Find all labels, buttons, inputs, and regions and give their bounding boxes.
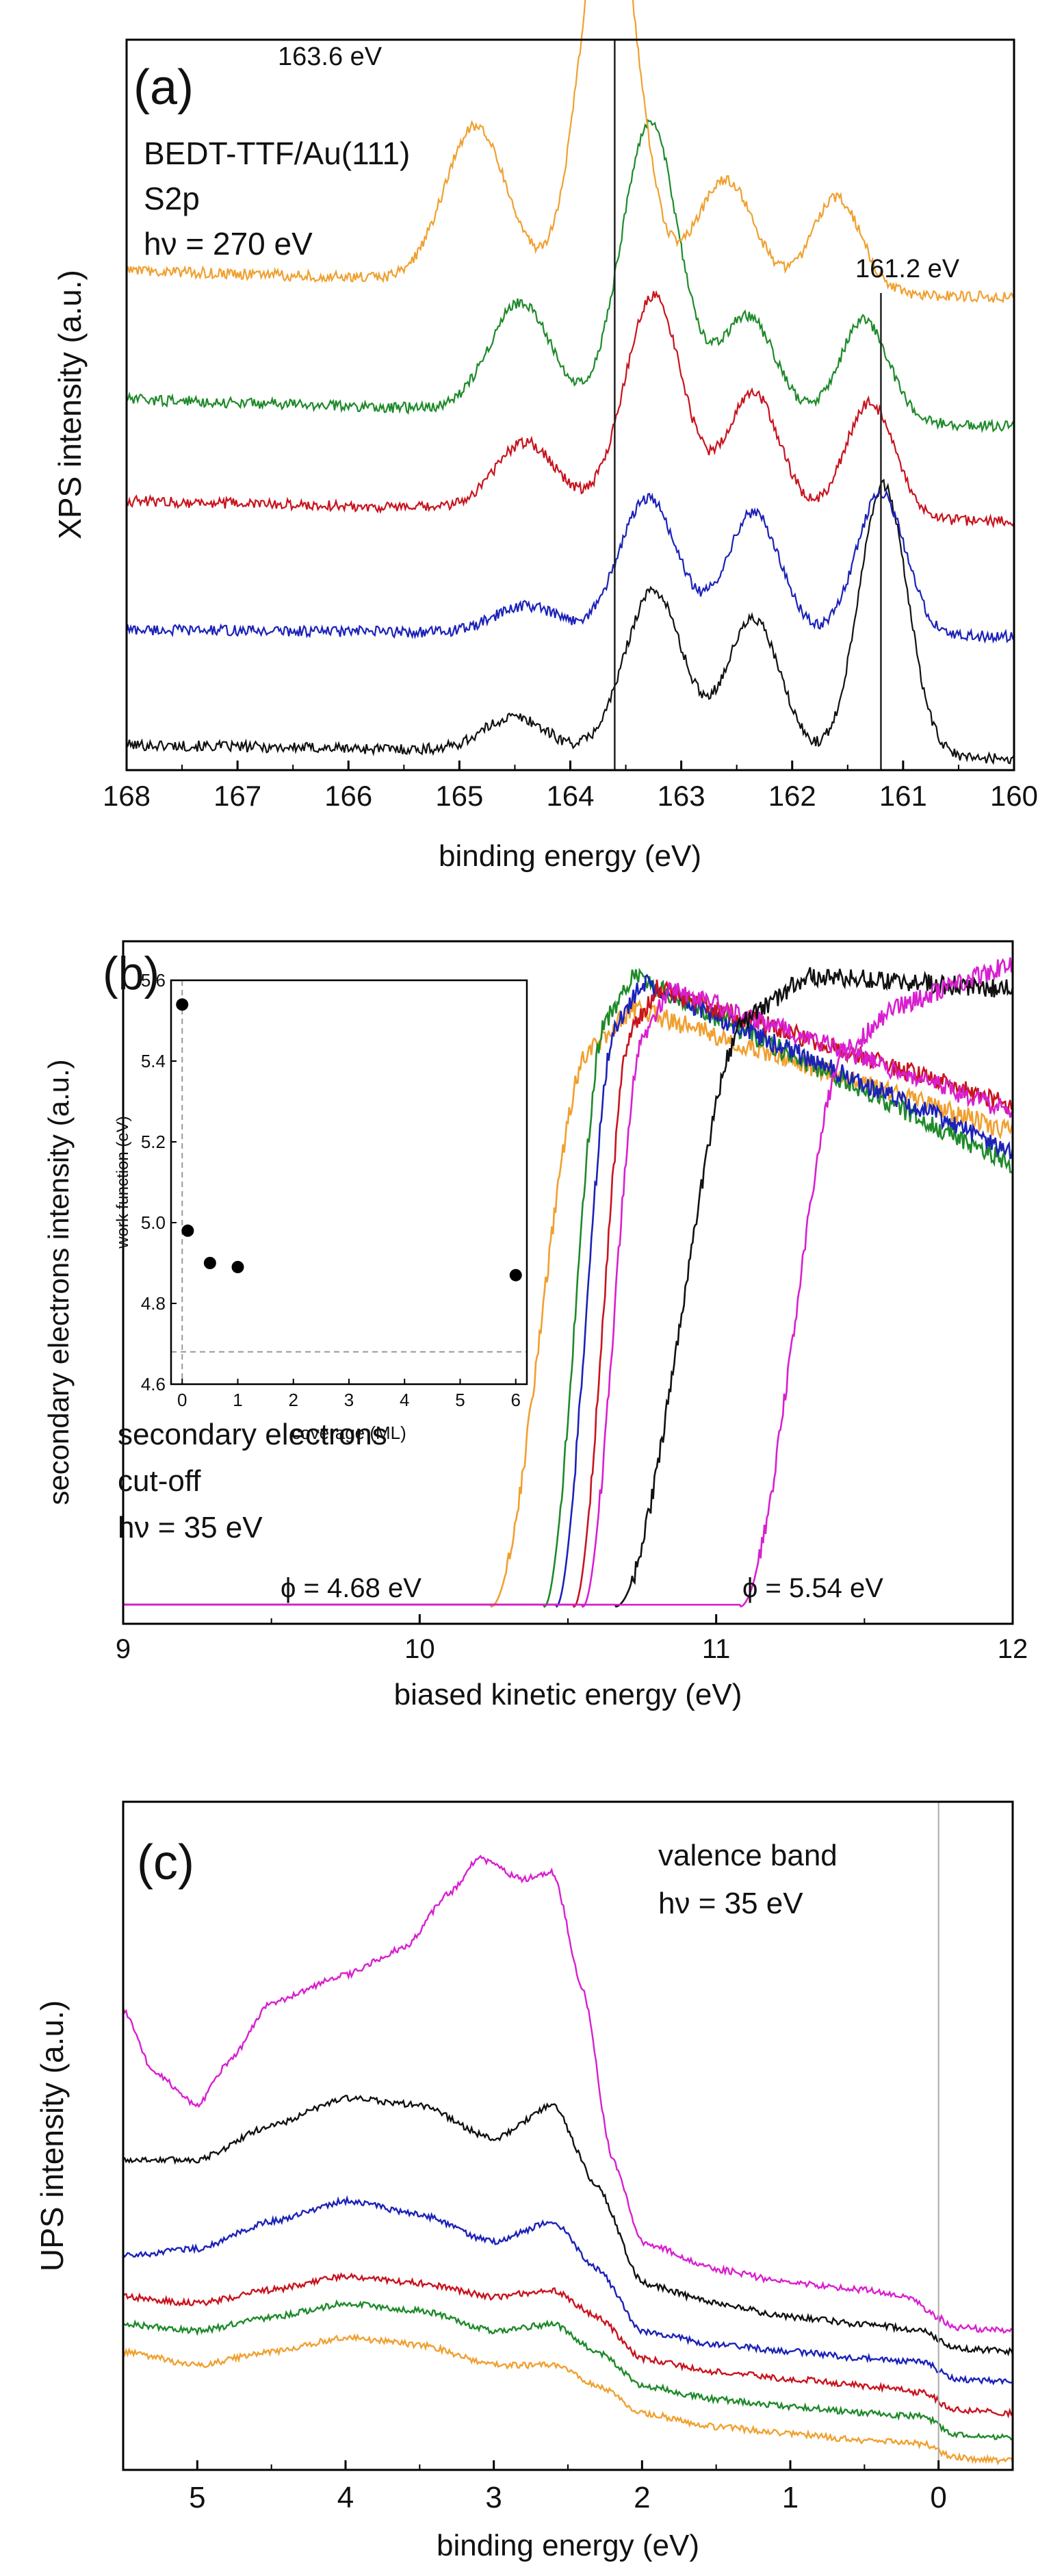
inset-y-axis-label: work function (eV) [114,1116,132,1249]
panel-a-annotation-photon-energy: hν = 270 eV [144,226,313,262]
inset-x-tick-label: 4 [400,1390,409,1410]
panel-b-annotation-title: secondary electrons [118,1418,387,1451]
panel-b-annotation-photon-energy: hν = 35 eV [118,1511,263,1544]
panel-a-x-axis-label: binding energy (eV) [439,839,701,873]
inset-y-tick-label: 5.2 [141,1132,166,1152]
inset-data-point [176,998,189,1011]
panel-a-tick-label: 162 [768,780,816,812]
panel-a-series-group [125,0,1015,765]
inset-x-tick-label: 1 [233,1390,242,1410]
inset-data-point [181,1224,194,1237]
panel-c-label: (c) [137,1835,194,1890]
panel-c-series-orange [122,2333,1014,2466]
inset-y-tick-label: 5.0 [141,1212,166,1233]
panel-a-tick-label: 161 [879,780,927,812]
panel-b-label: (b) [103,947,159,999]
panel-b-series-magenta-high [123,957,1014,1608]
panel-c-series-magenta [122,1854,1013,2334]
inset-x-tick-label: 3 [344,1390,354,1410]
panel-c-annotation-photon-energy: hν = 35 eV [658,1887,803,1920]
panel-a-y-axis-label: XPS intensity (a.u.) [52,270,88,539]
inset-y-tick-label: 4.6 [141,1374,166,1394]
panel-a-x-ticks: 168 167 166 165 164 163 162 161 160 [103,761,1038,812]
panel-a-tick-label: 167 [213,780,261,812]
panel-c-tick-label: 5 [189,2481,205,2514]
panel-a-series-black [126,479,1015,765]
inset-frame [170,979,528,1386]
inset-plot-content: 0 1 2 3 4 5 6 4.6 4.8 5.0 5.2 5.4 5.6 [141,970,527,1410]
panel-a-tick-label: 166 [324,780,372,812]
panel-b-x-axis-label: biased kinetic energy (eV) [394,1678,742,1711]
panel-a: 168 167 166 165 164 163 162 161 160 (a) BEDT-TTF… [52,0,1038,873]
inset-x-tick-label: 2 [289,1390,298,1410]
inset-y-tick-label: 4.8 [141,1293,166,1314]
panel-c-tick-label: 2 [634,2481,650,2514]
panel-a-series-orange [125,0,1015,303]
inset-data-point [509,1268,522,1281]
panel-c-x-axis-label: binding energy (eV) [437,2529,699,2562]
inset-data-point [203,1257,216,1269]
panel-c-tick-label: 3 [485,2481,502,2514]
panel-a-tick-label: 168 [103,780,151,812]
panel-a-vline-label-2: 161.2 eV [855,255,960,283]
panel-c-y-axis-label: UPS intensity (a.u.) [34,2000,70,2271]
panel-c-series-blue [122,2195,1013,2386]
panel-c-series-red [122,2272,1014,2419]
panel-b-inset: 0 1 2 3 4 5 64.64.85.05.25.45.6 coverage (ML) … [114,970,528,1443]
panel-c-tick-label: 4 [337,2481,354,2514]
panel-a-series-red [126,290,1015,529]
panel-b-phi-label-low: ϕ = 4.68 eV [281,1573,421,1603]
panel-c-tick-label: 0 [930,2481,946,2514]
panel-a-annotation-core-level: S2p [144,181,200,216]
panel-b-phi-label-high: ϕ = 5.54 eV [742,1573,883,1603]
inset-y-tick-label: 5.6 [141,970,166,991]
panel-c-annotation-title: valence band [658,1839,838,1872]
panel-b-tick-label: 11 [702,1634,731,1664]
panel-c: 5 4 3 2 1 0 (c) valence band hν = 35 eV bindi… [34,1800,1014,2562]
panel-c-tick-label: 1 [782,2481,799,2514]
panel-b-x-ticks: 9 10 11 12 [116,1614,1028,1664]
panel-a-label: (a) [133,60,194,115]
panel-a-series-blue [125,488,1015,644]
panel-a-series-green [126,119,1015,433]
inset-x-axis-label: coverage (ML) [291,1423,406,1443]
inset-x-tick-label: 6 [511,1390,521,1410]
panel-b-annotation-subtitle: cut-off [118,1464,201,1498]
panel-c-series-group [122,1854,1014,2466]
inset-background [171,980,527,1384]
panel-a-annotation-sample: BEDT-TTF/Au(111) [144,136,410,171]
inset-x-tick-label: 5 [455,1390,465,1410]
panel-b: 9 10 11 12 (b) secondary electrons cut-off … [42,940,1028,1711]
panel-b-tick-label: 12 [998,1634,1028,1664]
panel-a-tick-label: 163 [658,780,705,812]
panel-b-y-axis-label: secondary electrons intensity (a.u.) [42,1059,75,1505]
panel-b-tick-label: 10 [404,1634,435,1664]
panel-b-series-group [123,957,1014,1608]
panel-c-x-ticks: 5 4 3 2 1 0 [189,2460,947,2514]
panel-a-tick-label: 160 [990,780,1038,812]
inset-data-point [231,1260,244,1273]
panel-a-reference-lines [614,40,882,770]
inset-y-tick-label: 5.4 [141,1051,166,1071]
panel-c-series-green [122,2299,1013,2441]
panel-a-tick-label: 164 [546,780,594,812]
panel-a-tick-label: 165 [435,780,483,812]
panel-a-vline-label-1: 163.6 eV [278,42,382,71]
panel-b-tick-label: 9 [116,1634,131,1664]
panel-c-series-black [122,2095,1014,2357]
inset-x-tick-label: 0 [177,1390,187,1410]
